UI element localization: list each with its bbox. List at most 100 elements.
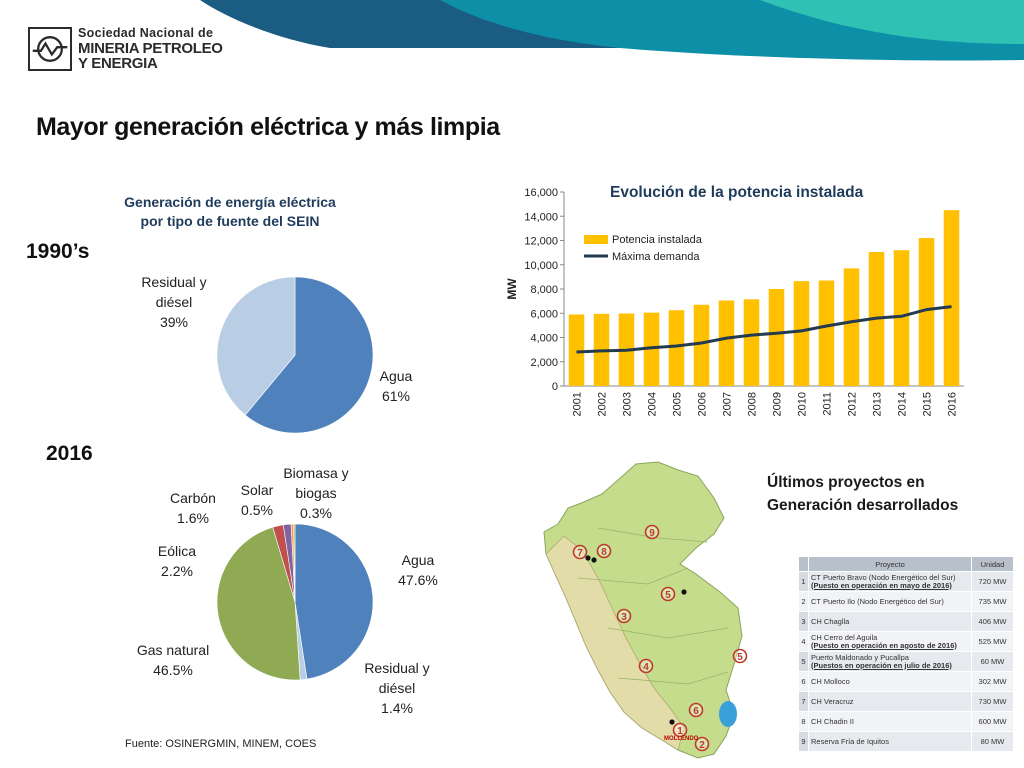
pie-label-gas-2016: Gas natural 46.5% [130,640,216,680]
map-marker-2-icon [694,736,710,752]
pie-label-biomasa-2016: Biomasa y biogas 0.3% [280,463,352,523]
project-name-cell: CH Chaglla [808,611,972,632]
logo-text: Sociedad Nacional de MINERIA PETROLEO Y … [78,26,223,71]
slice-value: 39% [159,314,189,330]
map-marker-7-icon [572,544,588,560]
project-number: 1 [798,571,809,592]
pie-label-residual-1990: Residual y diésel 39% [128,272,220,332]
projects-title: Últimos proyectos en Generación desarrol… [767,471,958,517]
project-unit: 720 MW [971,571,1014,592]
project-name: Reserva Fría de Iquitos [811,736,889,746]
lake-titicaca-shape [719,701,737,727]
table-row: 8 CH Chadin II 600 MW [798,711,1014,732]
bar-2006 [693,304,710,386]
project-name-cell: CH Molloco [808,671,972,692]
map-marker-label: 4 [643,662,649,673]
table-header-num [798,556,809,572]
project-name: CT Puerto Ilo (Nodo Energético del Sur) [811,596,944,606]
x-tick-label: 2016 [947,392,959,416]
slice-name: Eólica [157,543,197,559]
pie-label-solar-2016: Solar 0.5% [234,480,280,520]
project-number: 7 [798,691,809,712]
slice-value: 0.5% [241,502,273,518]
bar-2016 [943,210,960,386]
map-marker-8-icon [596,543,612,559]
slice-value: 1.6% [177,510,209,526]
pie-label-carbon-2016: Carbón 1.6% [160,488,226,528]
x-tick-label: 2003 [622,392,634,416]
slice-name: Residual y diésel [141,274,207,310]
bar-2004 [643,312,660,386]
table-header-row: Proyecto Unidad [798,556,1014,572]
x-tick-label: 2010 [797,392,809,416]
legend-label-demanda: Máxima demanda [612,251,700,263]
project-unit: 80 MW [971,731,1014,752]
table-row: 7 CH Veracruz 730 MW [798,691,1014,712]
x-tick-label: 2014 [897,392,909,416]
project-name-cell: CH Cerro del Aguila (Puesto en operación … [808,631,972,652]
x-tick-label: 2005 [672,392,684,416]
slice-value: 61% [381,388,411,404]
map-marker-label: 5 [665,590,671,601]
y-tick-label: 6,000 [530,308,558,320]
project-number: 4 [798,631,809,652]
project-unit: 302 MW [971,671,1014,692]
project-unit: 600 MW [971,711,1014,732]
slice-value: 47.6% [398,572,438,588]
header-decoration [200,0,1024,61]
map-coast [545,535,685,751]
source-note: Fuente: OSINERGMIN, MINEM, COES [125,738,317,750]
x-tick-label: 2015 [922,392,934,416]
bar-2008 [743,299,760,386]
x-tick-label: 2011 [822,392,834,416]
era-label-2016: 2016 [46,442,93,465]
bar-2009 [768,289,785,386]
x-tick-label: 2007 [722,392,734,416]
project-name-cell: CT Puerto Bravo (Nodo Energético del Sur… [808,571,972,592]
x-tick-label: 2001 [572,392,584,416]
slice-value: 46.5% [153,662,193,678]
map-marker-9-icon [644,524,660,540]
project-unit: 60 MW [971,651,1014,672]
map-marker-3-icon [616,608,632,624]
project-name: CH Molloco [811,676,850,686]
project-name-cell: Reserva Fría de Iquitos [808,731,972,752]
table-row: 1 CT Puerto Bravo (Nodo Energético del Su… [798,571,1014,592]
x-tick-label: 2013 [872,392,884,416]
line-maxima-demanda [576,305,952,354]
pie-2016-slice-0 [294,523,374,680]
x-tick-label: 2004 [647,392,659,416]
legend-label-potencia: Potencia instalada [612,234,703,246]
slice-name: Solar [240,482,274,498]
y-tick-label: 14,000 [524,211,558,223]
logo-line-2: MINERIA PETROLEO [78,40,223,57]
project-name-cell: CH Veracruz [808,691,972,712]
map-marker-label: 2 [699,740,705,751]
table-header-project: Proyecto [808,556,972,572]
logo-line-3: Y ENERGIA [78,55,158,72]
pie-2016-slice-6 [293,523,296,603]
slice-name: Residual y diésel [364,660,430,696]
y-tick-label: 0 [552,381,558,393]
bar-2001 [568,314,585,386]
pie-label-residual-2016: Residual y diésel 1.4% [356,658,438,718]
y-axis-label: MW [505,278,519,300]
x-tick-label: 2012 [847,392,859,416]
pie-title-line-2: por tipo de fuente del SEIN [140,213,320,229]
project-name: CH Chadin II [811,716,854,726]
projects-title-line-2: Generación desarrollados [767,497,959,514]
slice-name: Biomasa y biogas [283,465,349,501]
era-label-1990: 1990’s [26,240,90,263]
x-tick-label: 2002 [597,392,609,416]
pie-label-agua-1990: Agua 61% [366,366,426,406]
project-note: (Puesto en operación en mayo de 2016) [811,580,952,590]
slice-name: Agua [379,368,413,384]
map-marker-label: 5 [737,652,743,663]
project-name-cell: CH Chadin II [808,711,972,732]
table-row: 3 CH Chaglla 406 MW [798,611,1014,632]
map-marker-1-icon [672,722,688,738]
project-name: CH Veracruz [811,696,854,706]
map-dot-icon [585,555,591,561]
pie-2016-slice-2 [216,526,301,681]
map-marker-label: 1 [677,726,683,737]
